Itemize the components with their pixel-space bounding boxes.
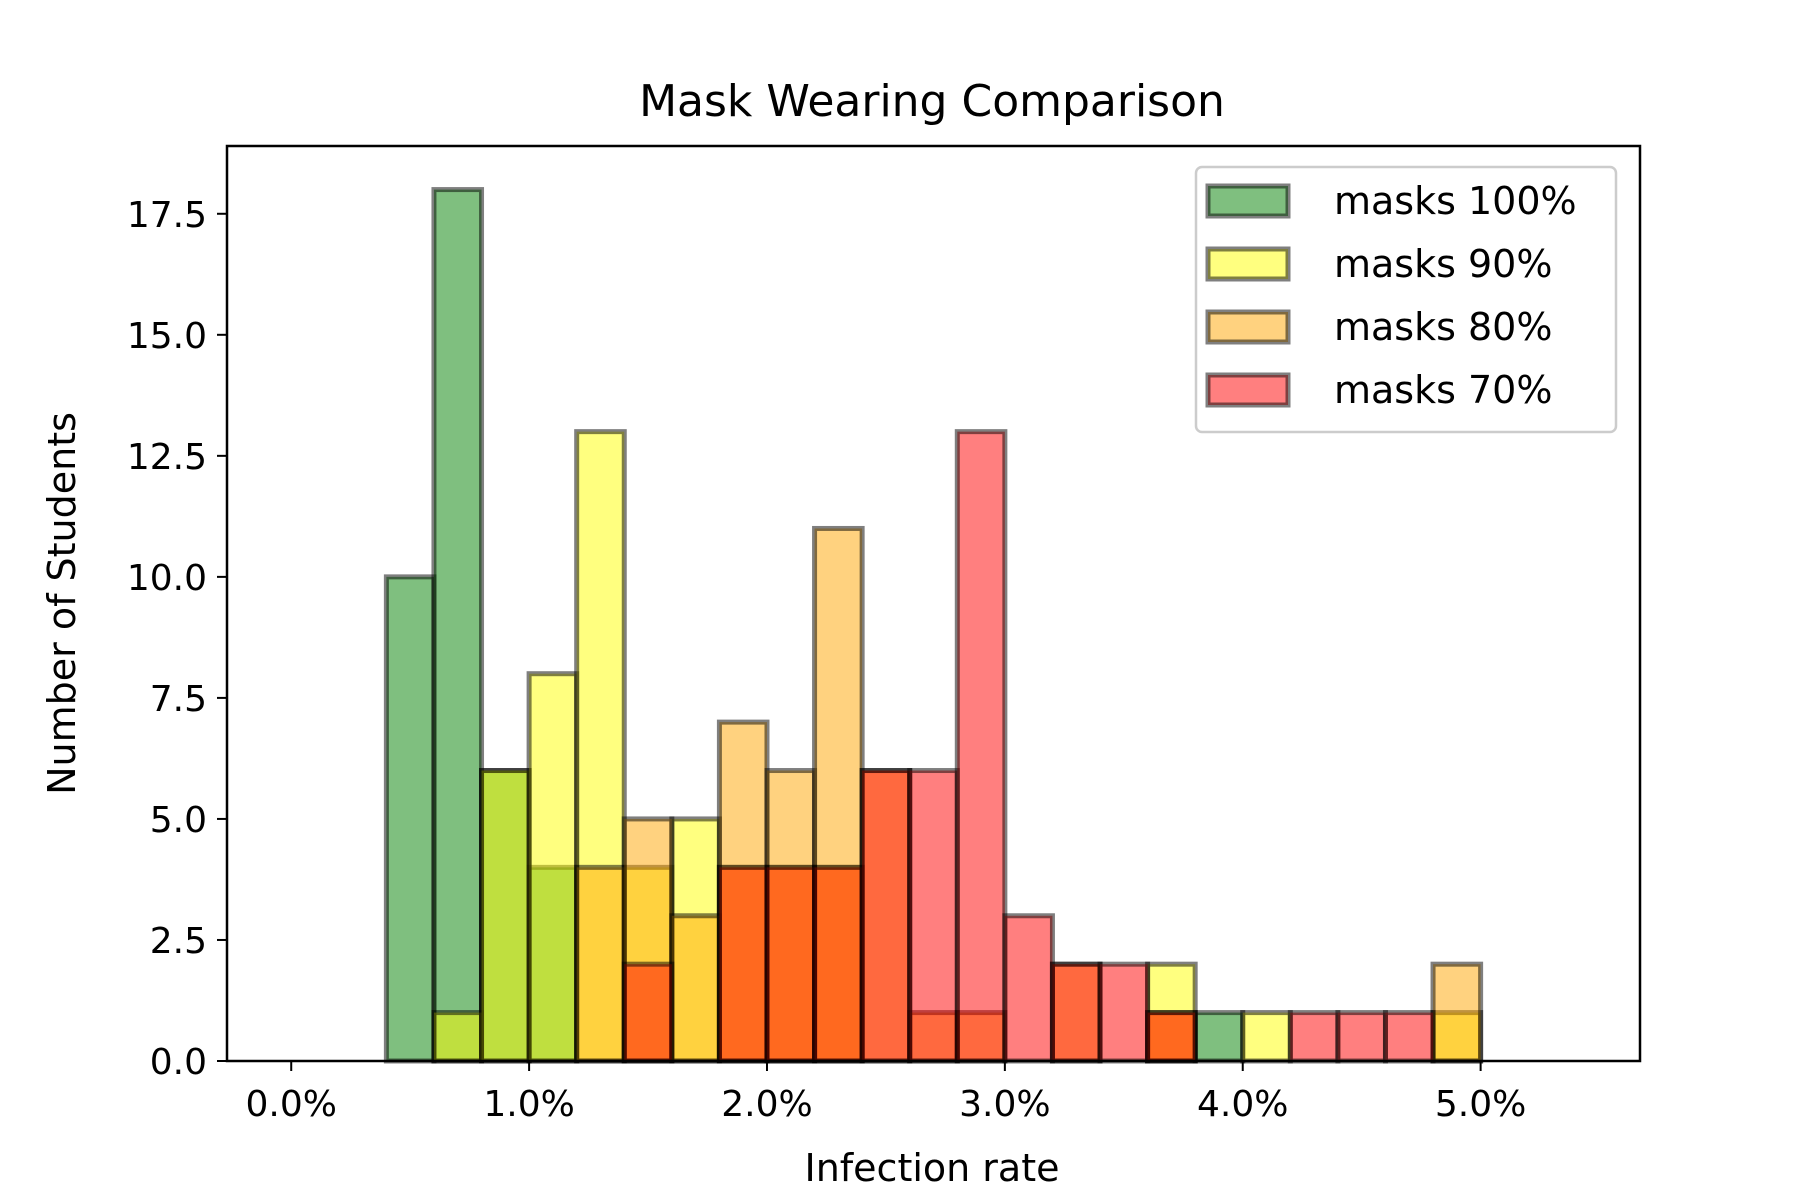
bar-masks-90-bin-20 xyxy=(1240,1010,1293,1064)
legend-label-masks-100: masks 100% xyxy=(1334,179,1577,223)
series-masks-70 xyxy=(621,429,1436,1064)
y-tick-label-3: 7.5 xyxy=(150,679,207,720)
bar-masks-70-bin-9 xyxy=(716,864,770,1064)
y-tick-label-4: 10.0 xyxy=(127,558,207,599)
bar-masks-70-bin-16 xyxy=(1049,961,1103,1064)
bar-masks-70-bin-12 xyxy=(859,768,913,1064)
x-axis-ticks: 0.0% 1.0% 2.0% 3.0% 4.0% 5.0% xyxy=(245,1061,1526,1125)
y-tick-label-6: 15.0 xyxy=(127,316,207,357)
bar-masks-70-bin-22 xyxy=(1335,1010,1388,1064)
y-tick-label-1: 2.5 xyxy=(150,921,207,962)
x-tick-label-1: 1.0% xyxy=(483,1084,574,1125)
legend-swatch-masks-90 xyxy=(1205,246,1291,282)
bar-masks-70-bin-21 xyxy=(1287,1010,1341,1064)
legend-label-masks-90: masks 90% xyxy=(1334,242,1552,286)
bar-masks-100-bin-3 xyxy=(431,187,485,1064)
bars-group xyxy=(383,187,1484,1064)
bar-masks-70-bin-15 xyxy=(1002,913,1055,1064)
legend-label-masks-70: masks 70% xyxy=(1334,368,1552,412)
x-tick-label-5: 5.0% xyxy=(1435,1084,1526,1125)
bar-masks-100-bin-19 xyxy=(1192,1010,1246,1064)
legend-swatch-masks-100 xyxy=(1205,183,1291,219)
bar-masks-80-bin-24 xyxy=(1430,961,1484,1064)
bar-masks-70-bin-14 xyxy=(954,429,1008,1064)
x-tick-label-3: 3.0% xyxy=(959,1084,1050,1125)
bar-masks-70-bin-17 xyxy=(1097,961,1151,1064)
legend-frame xyxy=(1194,165,1618,434)
bar-masks-90-bin-4 xyxy=(479,768,532,1064)
chart-title: Mask Wearing Comparison xyxy=(639,76,1225,127)
x-tick-label-4: 4.0% xyxy=(1197,1084,1288,1125)
plot-frame xyxy=(225,144,1642,1063)
x-tick-label-2: 2.0% xyxy=(721,1084,812,1125)
legend: masks 100% masks 90% masks 80% masks 70% xyxy=(1194,165,1618,434)
y-tick-label-5: 12.5 xyxy=(127,437,207,478)
bar-masks-80-bin-8 xyxy=(669,913,722,1064)
legend-label-masks-80: masks 80% xyxy=(1334,305,1552,349)
y-tick-label-2: 5.0 xyxy=(150,800,207,841)
bar-masks-70-bin-18 xyxy=(1145,1010,1198,1064)
legend-swatch-masks-80 xyxy=(1205,309,1291,345)
bar-masks-70-bin-11 xyxy=(812,864,865,1064)
x-axis-label: Infection rate xyxy=(805,1146,1060,1190)
bar-masks-70-bin-10 xyxy=(764,864,818,1064)
y-axis-ticks: 0.0 2.5 5.0 7.5 10.0 12.5 15.0 17.5 xyxy=(127,195,227,1083)
y-tick-label-0: 0.0 xyxy=(150,1042,207,1083)
bar-masks-90-bin-3 xyxy=(431,1010,485,1064)
bar-masks-100-bin-2 xyxy=(383,574,437,1064)
x-tick-label-0: 0.0% xyxy=(245,1084,336,1125)
bar-masks-70-bin-7 xyxy=(621,961,675,1064)
bar-masks-70-bin-23 xyxy=(1382,1010,1436,1064)
y-axis-label: Number of Students xyxy=(40,412,84,795)
bar-masks-90-bin-5 xyxy=(526,671,580,1064)
bar-masks-70-bin-13 xyxy=(907,768,960,1064)
bar-masks-80-bin-6 xyxy=(574,864,627,1064)
y-tick-label-7: 17.5 xyxy=(127,195,207,236)
legend-swatch-masks-70 xyxy=(1205,372,1291,408)
